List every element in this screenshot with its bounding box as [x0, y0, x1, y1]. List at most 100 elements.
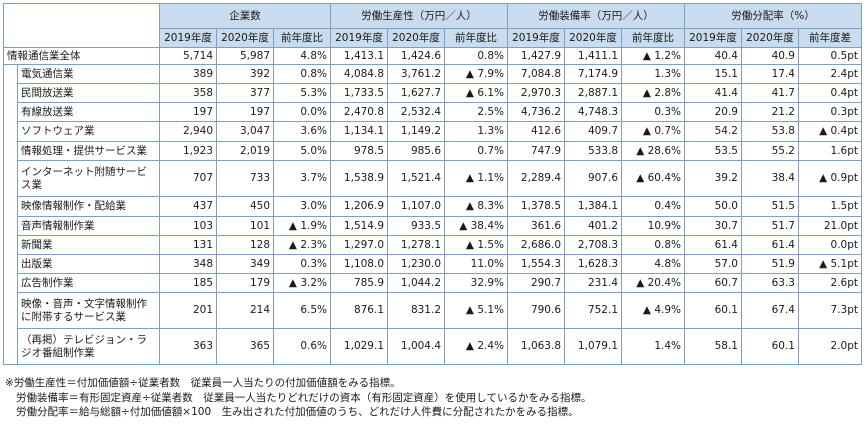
row-label: 電気通信業 — [17, 64, 160, 84]
table-cell: ▲ 1.9% — [273, 216, 331, 236]
table-cell: 7,084.8 — [507, 64, 565, 84]
table-cell: 6.5% — [273, 292, 331, 329]
table-cell: 50.0 — [684, 196, 742, 217]
table-cell: 1,514.9 — [330, 216, 388, 236]
table-row: ソフトウェア業 2,940 3,047 3.6% 1,134.1 1,149.2 1.3% 4… — [3, 121, 862, 142]
table-cell: 2,289.4 — [507, 160, 565, 197]
table-cell: ▲ 2.8% — [621, 83, 685, 103]
table-cell: ▲ 0.7% — [621, 121, 685, 142]
footnote-labor-productivity: ※労働生産性＝付加価値額÷従業者数 従業員一人当たりの付加価値額をみる指標。 — [5, 377, 401, 389]
table-cell: 747.9 — [507, 141, 565, 161]
table-cell: 1,149.2 — [387, 121, 445, 142]
table-cell: ▲ 6.1% — [444, 83, 508, 103]
row-indent — [3, 160, 18, 197]
table-cell: 2,887.1 — [564, 83, 622, 103]
table-cell: 32.9% — [444, 273, 508, 293]
table-cell: 51.9 — [741, 254, 799, 274]
header-sub-cell: 2020年度 — [564, 28, 622, 48]
table-cell: 4,084.8 — [330, 64, 388, 84]
table-cell: ▲ 28.6% — [621, 141, 685, 161]
row-label: 民間放送業 — [17, 83, 160, 103]
table-cell: 363 — [159, 328, 217, 365]
table-cell: 365 — [216, 328, 274, 365]
table-cell: 103 — [159, 216, 217, 236]
table-cell: 0.0% — [273, 102, 331, 122]
table-cell: 5,987 — [216, 47, 274, 65]
table-cell: ▲ 20.4% — [621, 273, 685, 293]
table-cell: 0.4% — [621, 196, 685, 217]
table-cell: 1.3% — [621, 64, 685, 84]
table-cell: 3,047 — [216, 121, 274, 142]
table-cell: ▲ 3.2% — [273, 273, 331, 293]
table-cell: 985.6 — [387, 141, 445, 161]
table-cell: 0.8% — [621, 235, 685, 255]
table-cell: 377 — [216, 83, 274, 103]
table-cell: 785.9 — [330, 273, 388, 293]
table-cell: 392 — [216, 64, 274, 84]
header-sub-cell: 前年度比 — [621, 28, 685, 48]
table-cell: 1,384.1 — [564, 196, 622, 217]
table-cell: 57.0 — [684, 254, 742, 274]
row-label: 広告制作業 — [17, 273, 160, 293]
header-sub-cell: 前年度比 — [444, 28, 508, 48]
table-cell: 1,230.0 — [387, 254, 445, 274]
table-cell: 876.1 — [330, 292, 388, 329]
table-cell: 1,107.0 — [387, 196, 445, 217]
row-label: 新聞業 — [17, 235, 160, 255]
table-cell: 1,004.4 — [387, 328, 445, 365]
table-cell: 348 — [159, 254, 217, 274]
table-cell: 361.6 — [507, 216, 565, 236]
table-cell: 101 — [216, 216, 274, 236]
table-cell: ▲ 0.4pt — [798, 121, 862, 142]
row-indent — [3, 254, 18, 274]
table-cell: 1,278.1 — [387, 235, 445, 255]
table-cell: 1,923 — [159, 141, 217, 161]
table-cell: 4,736.2 — [507, 102, 565, 122]
table-cell: 1,427.9 — [507, 47, 565, 65]
table-cell: 401.2 — [564, 216, 622, 236]
table-cell: 0.3pt — [798, 102, 862, 122]
table-cell: ▲ 2.4% — [444, 328, 508, 365]
table-cell: 63.3 — [741, 273, 799, 293]
table-cell: 1,206.9 — [330, 196, 388, 217]
table-cell: 0.8% — [444, 47, 508, 65]
header-sub-row: 2019年度 2020年度 前年度比 2019年度 2020年度 前年度比 20… — [4, 28, 862, 48]
table-cell: ▲ 5.1pt — [798, 254, 862, 274]
table-row: 出版業 348 349 0.3% 1,108.0 1,230.0 11.0% 1,554.3 1… — [3, 254, 862, 274]
table-cell: 53.5 — [684, 141, 742, 161]
table-cell: 450 — [216, 196, 274, 217]
table-cell: 1.6pt — [798, 141, 862, 161]
table-cell: 40.4 — [684, 47, 742, 65]
table-cell: 5.3% — [273, 83, 331, 103]
table-cell: 1.3% — [444, 121, 508, 142]
table-cell: 60.1 — [684, 292, 742, 329]
table-cell: 1,627.7 — [387, 83, 445, 103]
table-row: 映像情報制作・配給業 437 450 3.0% 1,206.9 1,107.0 ▲ 8.3%… — [3, 196, 862, 217]
table-cell: 5,714 — [159, 47, 217, 65]
data-table: 企業数 労働生産性（万円／人） 労働装備率（万円／人） 労働分配率（%） 201… — [3, 3, 862, 365]
table-cell: 197 — [159, 102, 217, 122]
table-cell: ▲ 1.5% — [444, 235, 508, 255]
table-cell: 1.5pt — [798, 196, 862, 217]
table-cell: 752.1 — [564, 292, 622, 329]
table-cell: 61.4 — [684, 235, 742, 255]
table-cell: 0.3% — [273, 254, 331, 274]
row-indent — [3, 273, 18, 293]
table-cell: 231.4 — [564, 273, 622, 293]
table-cell: 5.0% — [273, 141, 331, 161]
header-sub-cell: 2020年度 — [387, 28, 445, 48]
table-cell: 53.8 — [741, 121, 799, 142]
table-cell: 2,970.3 — [507, 83, 565, 103]
row-label: 映像情報制作・配給業 — [17, 196, 160, 217]
table-cell: 349 — [216, 254, 274, 274]
table-cell: 1,134.1 — [330, 121, 388, 142]
table-cell: ▲ 38.4% — [444, 216, 508, 236]
header-sub-cell: 2019年度 — [159, 28, 217, 48]
table-cell: 214 — [216, 292, 274, 329]
table-cell: 61.4 — [741, 235, 799, 255]
table-cell: 0.7% — [444, 141, 508, 161]
table-cell: 907.6 — [564, 160, 622, 197]
row-label: ソフトウェア業 — [17, 121, 160, 142]
table-cell: ▲ 5.1% — [444, 292, 508, 329]
row-label: 有線放送業 — [17, 102, 160, 122]
